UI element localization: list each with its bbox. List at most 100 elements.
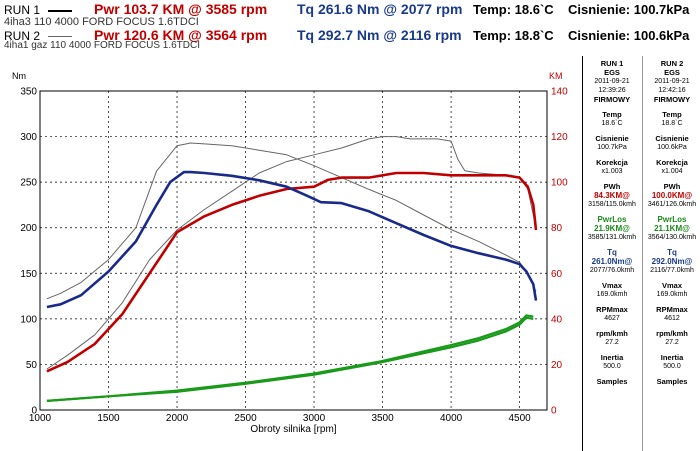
x-tick-label: 1500 [97, 413, 120, 424]
run1-temp: Temp: 18.6`C [473, 2, 554, 17]
y-right-tick-label: 0 [551, 406, 557, 417]
run1-in-label: Inertia [600, 353, 624, 362]
run2-pwh-sub: 3461/126.0kmh [647, 201, 697, 208]
run2-temp-label: Temp [662, 110, 682, 119]
run1-tq-label: Tq [607, 248, 617, 257]
run1-power-summary: Pwr 103.7 KM @ 3585 rpm [94, 1, 268, 17]
run1-column: RUN 1 EGS 2011-09-21 12:39:26 FIRMOWY Te… [583, 56, 641, 386]
run1-col-date: 2011-09-21 [594, 78, 630, 85]
x-tick-label: 1000 [29, 413, 52, 424]
run2-los-sub: 3564/130.0kmh [647, 234, 697, 241]
run1-col-time: 12:39:26 [598, 87, 626, 94]
y-right-tick-label: 40 [551, 314, 563, 325]
run1-tq-sub: 2077/76.0kmh [589, 267, 635, 274]
run1-kor-value: x1.003 [601, 168, 623, 175]
x-axis-label: Obroty silnika [rpm] [250, 424, 336, 435]
y-left-tick-label: 300 [20, 132, 37, 143]
run2-car: 4iha1 gaz 110 4000 FORD FOCUS 1.6TDCI [4, 40, 201, 51]
run1-col-title: RUN 1 [600, 59, 624, 68]
run2-kor-label: Korekcja [656, 158, 688, 167]
run2-col-date: 2011-09-21 [654, 78, 690, 85]
y-left-tick-label: 250 [20, 178, 37, 189]
run2-pressure: Cisnienie: 100.6kPa [568, 28, 690, 43]
run1-kor-label: Korekcja [596, 158, 628, 167]
series-pwr-run2 [46, 136, 537, 370]
run2-vmax-value: 169.0kmh [656, 291, 688, 298]
y-right-tick-label: 100 [551, 178, 568, 189]
series-pwrlos-run2 [46, 314, 534, 402]
y-right-axis-label: KM [549, 71, 563, 81]
run2-col-time: 12:42:16 [658, 87, 686, 94]
x-tick-label: 2000 [166, 413, 189, 424]
y-left-axis-label: Nm [12, 71, 26, 81]
run1-col-tag: FIRMOWY [593, 95, 631, 104]
run2-in-label: Inertia [660, 353, 684, 362]
run2-tq-value: 292.0Nm@ [651, 257, 693, 266]
run1-los-sub: 3585/131.0kmh [587, 234, 637, 241]
y-right-tick-label: 140 [551, 87, 568, 98]
run2-temp: Temp: 18.8`C [473, 28, 554, 43]
run1-rk-label: rpm/kmh [596, 329, 628, 338]
run2-column: RUN 2 EGS 2011-09-21 12:42:16 FIRMOWY Te… [642, 56, 700, 451]
run2-torque-summary: Tq 292.7 Nm @ 2116 rpm [297, 27, 462, 43]
run2-rpm-label: RPMmax [656, 305, 688, 314]
run1-torque-summary: Tq 261.6 Nm @ 2077 rpm [297, 1, 463, 17]
run2-label: RUN 2 [4, 29, 41, 43]
run1-cis-value: 100.7kPa [597, 144, 627, 151]
run1-los-label: PwrLos [597, 215, 627, 224]
y-left-tick-label: 0 [31, 406, 37, 417]
run-summary-table: RUN 1 EGS 2011-09-21 12:39:26 FIRMOWY Te… [582, 56, 700, 451]
run1-car: 4iha3 110 4000 FORD FOCUS 1.6TDCI [4, 16, 199, 28]
run1-vmax-label: Vmax [601, 281, 622, 290]
y-right-tick-label: 60 [551, 269, 563, 280]
run2-rk-label: rpm/kmh [656, 329, 688, 338]
run2-col-tag: FIRMOWY [653, 95, 691, 104]
plot-frame [39, 90, 548, 411]
run1-pwh-sub: 3158/115.0kmh [588, 201, 636, 208]
run1-rk-value: 27.2 [605, 339, 619, 346]
run2-vmax-label: Vmax [661, 281, 682, 290]
run2-tq-sub: 2116/77.0kmh [650, 267, 694, 274]
x-tick-label: 3000 [303, 413, 326, 424]
run2-pwh-label: PWh [663, 182, 681, 191]
run1-temp-value: 18.6`C [601, 120, 623, 127]
run2-legend-line [48, 36, 72, 37]
series-pwr-run1 [46, 171, 538, 373]
run1-temp-label: Temp [602, 110, 622, 119]
y-left-tick-label: 150 [20, 269, 37, 280]
run1-col-mode: EGS [604, 68, 620, 77]
run1-in-value: 500.0 [603, 363, 621, 370]
run2-power-summary: Pwr 120.6 KM @ 3564 rpm [94, 27, 268, 43]
run2-rpm-value: 4612 [664, 315, 680, 322]
run1-label: RUN 1 [4, 3, 41, 17]
y-left-tick-label: 100 [20, 314, 37, 325]
run2-samples-label: Samples [656, 377, 688, 386]
y-right-tick-label: 80 [551, 223, 563, 234]
run2-col-title: RUN 2 [660, 59, 684, 68]
run2-temp-value: 18.8`C [661, 120, 683, 127]
run2-in-value: 500.0 [663, 363, 681, 370]
run1-los-value: 21.9KM@ [594, 224, 630, 233]
run1-samples-label: Samples [596, 377, 628, 386]
y-right-tick-label: 20 [551, 360, 563, 371]
run1-rpm-label: RPMmax [596, 305, 628, 314]
series-tq-run2 [46, 142, 537, 300]
dyno-chart: 1000 1500 2000 2500 3000 3500 4000 450005010015… [12, 71, 568, 435]
run2-rk-value: 27.2 [665, 339, 679, 346]
run1-pwh-value: 84.3KM@ [594, 191, 630, 200]
x-tick-label: 3500 [371, 413, 394, 424]
run2-cis-label: Cisnienie [655, 134, 689, 143]
run2-pwh-value: 100.0KM@ [651, 191, 693, 200]
run1-tq-value: 261.0Nm@ [591, 257, 633, 266]
run2-los-value: 21.1KM@ [654, 224, 690, 233]
run1-legend-line [48, 10, 72, 12]
series-pwrlos-run1 [46, 316, 534, 402]
y-left-tick-label: 350 [20, 87, 37, 98]
y-left-tick-label: 200 [20, 223, 37, 234]
run2-tq-label: Tq [667, 248, 677, 257]
run1-pressure: Cisnienie: 100.7kPa [568, 2, 690, 17]
run2-kor-value: x1.004 [661, 168, 683, 175]
run2-col-mode: EGS [664, 68, 680, 77]
y-right-tick-label: 120 [551, 132, 568, 143]
series-tq-run1 [46, 170, 538, 309]
